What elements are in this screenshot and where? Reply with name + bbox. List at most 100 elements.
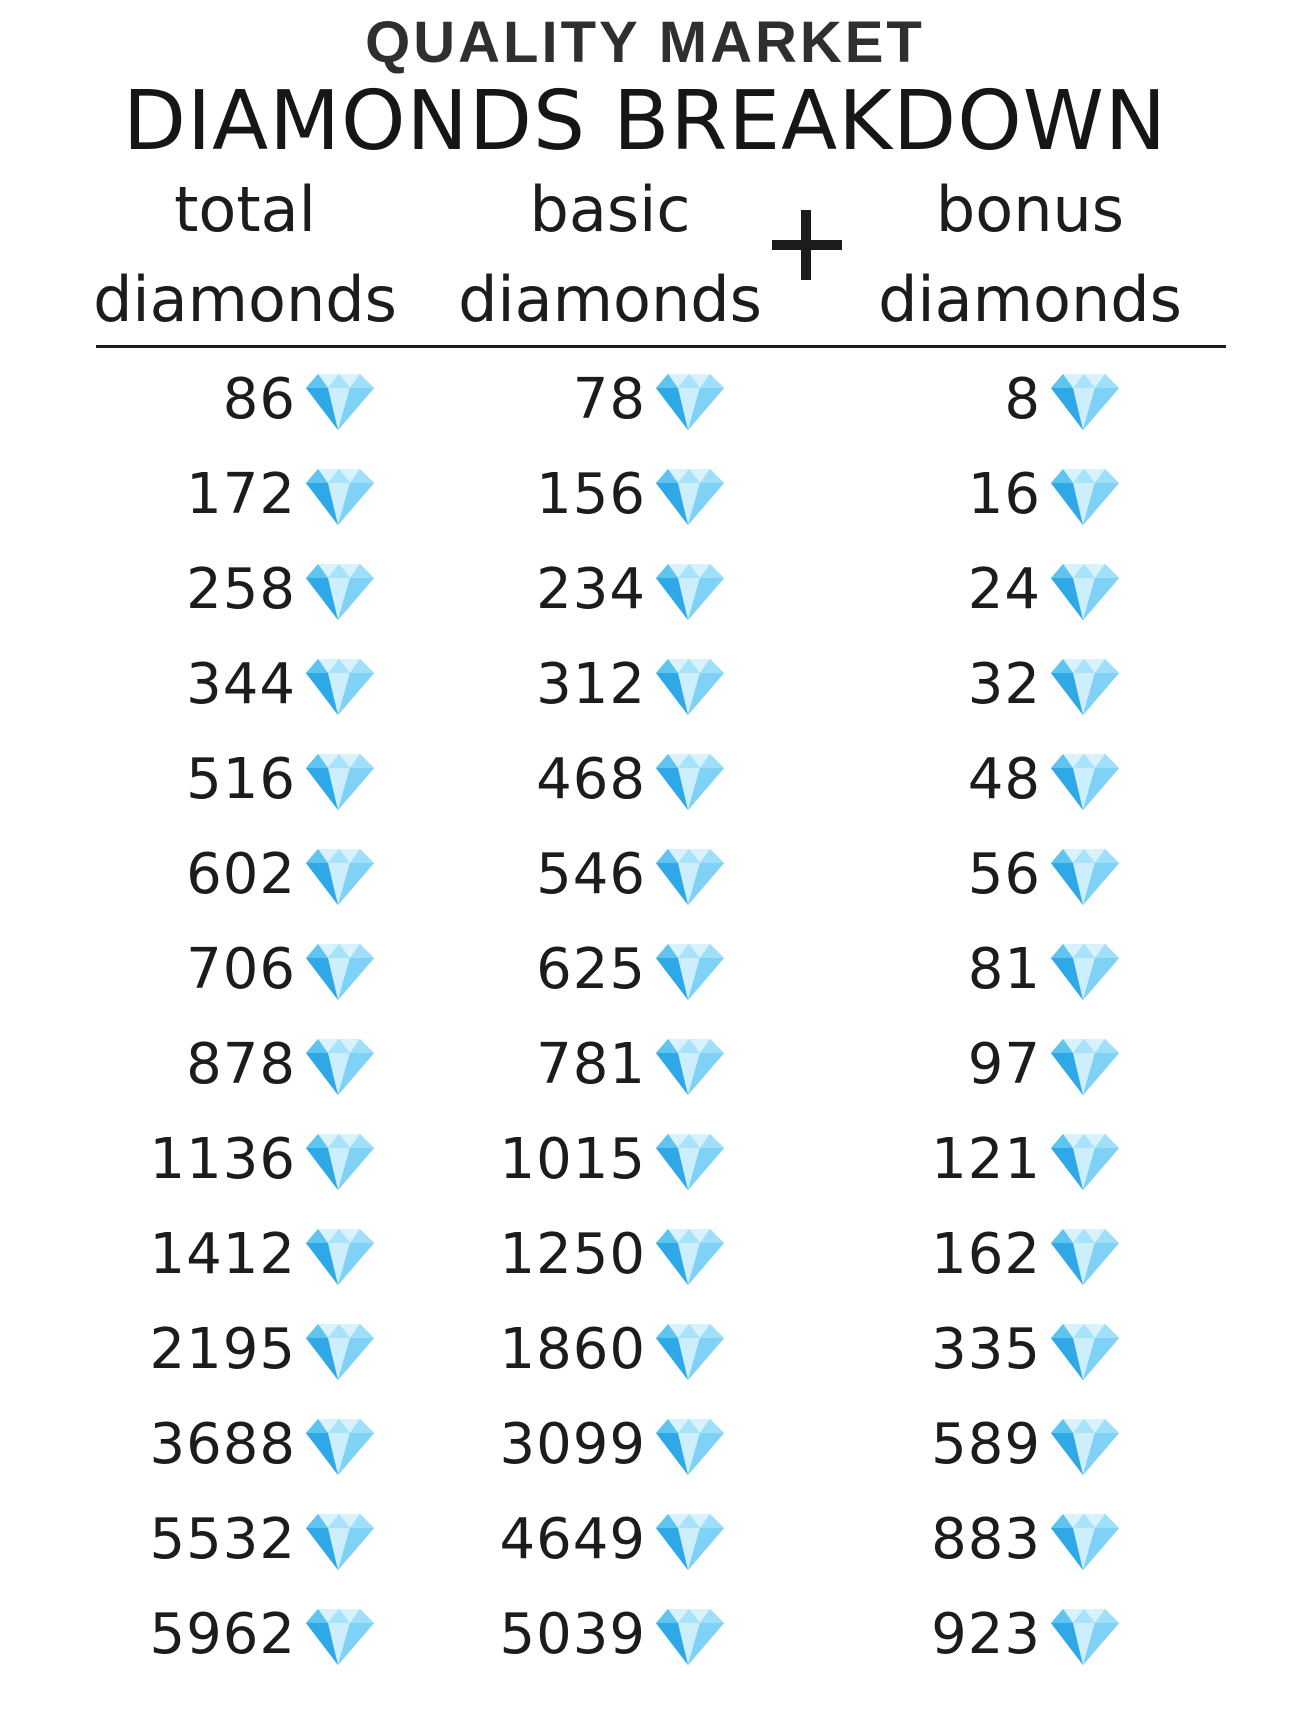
header-bonus-diamonds: bonus diamonds [850,172,1210,338]
table-row: 172 156 16 [0,447,1290,542]
total-value: 516 [186,747,296,812]
total-value: 878 [186,1032,296,1097]
basic-cell: 1015 [499,1112,730,1207]
basic-value: 1250 [499,1222,646,1287]
table-row: 5962 5039 923 [0,1587,1290,1682]
diamond-gem-icon [1051,1608,1119,1665]
total-value: 1412 [149,1222,296,1287]
bonus-cell: 335 [931,1302,1125,1397]
bonus-value: 97 [967,1032,1041,1097]
diamond-gem-icon [656,1513,724,1570]
total-cell: 706 [186,922,380,1017]
total-cell: 5532 [149,1492,380,1587]
bonus-cell: 32 [968,637,1125,732]
diamond-gem-icon [1051,1418,1119,1475]
bonus-value: 589 [931,1412,1041,1477]
diamond-gem-icon [1051,1133,1119,1190]
basic-value: 546 [536,842,646,907]
total-cell: 258 [186,542,380,637]
diamond-gem-icon [306,1418,374,1475]
diamond-gem-icon [306,1323,374,1380]
basic-cell: 234 [536,542,730,637]
diamond-gem-icon [656,373,724,430]
table-row: 1136 1015 121 [0,1112,1290,1207]
total-value: 5532 [149,1507,296,1572]
table-row: 516 468 48 [0,732,1290,827]
header-divider [96,345,1226,348]
basic-value: 4649 [499,1507,646,1572]
basic-cell: 3099 [499,1397,730,1492]
diamond-gem-icon [1051,1323,1119,1380]
diamond-gem-icon [656,1608,724,1665]
total-value: 5962 [149,1602,296,1667]
diamond-gem-icon [656,468,724,525]
diamonds-table: 86 78 8 172 156 16 258 234 24 344 312 32 516 468 48 602… [0,352,1290,1682]
total-cell: 86 [223,352,380,447]
total-cell: 1412 [149,1207,380,1302]
diamond-gem-icon [1051,1513,1119,1570]
diamond-gem-icon [306,468,374,525]
table-row: 602 546 56 [0,827,1290,922]
diamond-gem-icon [1051,1228,1119,1285]
diamond-gem-icon [656,943,724,1000]
bonus-value: 16 [967,462,1041,527]
header-total-diamonds: total diamonds [65,172,425,338]
diamond-gem-icon [656,1418,724,1475]
header-basic-line1: basic [529,173,691,246]
total-value: 172 [186,462,296,527]
basic-value: 1015 [499,1127,646,1192]
basic-cell: 1860 [499,1302,730,1397]
diamond-gem-icon [656,1323,724,1380]
basic-cell: 312 [536,637,730,732]
basic-cell: 546 [536,827,730,922]
diamond-gem-icon [306,753,374,810]
basic-value: 468 [536,747,646,812]
total-cell: 344 [186,637,380,732]
table-row: 2195 1860 335 [0,1302,1290,1397]
diamond-gem-icon [306,563,374,620]
bonus-value: 32 [967,652,1041,717]
basic-cell: 468 [536,732,730,827]
diamond-gem-icon [306,1133,374,1190]
basic-cell: 1250 [499,1207,730,1302]
table-row: 706 625 81 [0,922,1290,1017]
header-total-line2: diamonds [93,263,397,336]
basic-value: 312 [536,652,646,717]
basic-cell: 781 [536,1017,730,1112]
total-cell: 2195 [149,1302,380,1397]
diamond-gem-icon [306,1513,374,1570]
header-bonus-line2: diamonds [878,263,1182,336]
diamond-gem-icon [306,1608,374,1665]
total-cell: 602 [186,827,380,922]
total-value: 3688 [149,1412,296,1477]
bonus-value: 56 [967,842,1041,907]
table-row: 5532 4649 883 [0,1492,1290,1587]
basic-cell: 78 [573,352,730,447]
diamond-gem-icon [1051,848,1119,905]
diamond-gem-icon [1051,468,1119,525]
total-value: 344 [186,652,296,717]
bonus-cell: 162 [931,1207,1125,1302]
basic-value: 78 [572,367,646,432]
basic-value: 5039 [499,1602,646,1667]
basic-value: 781 [536,1032,646,1097]
diamond-gem-icon [1051,943,1119,1000]
total-cell: 1136 [149,1112,380,1207]
total-value: 2195 [149,1317,296,1382]
total-cell: 516 [186,732,380,827]
total-cell: 3688 [149,1397,380,1492]
bonus-value: 24 [967,557,1041,622]
diamond-gem-icon [306,1038,374,1095]
basic-value: 234 [536,557,646,622]
diamond-gem-icon [306,943,374,1000]
table-row: 86 78 8 [0,352,1290,447]
total-value: 1136 [149,1127,296,1192]
diamond-gem-icon [656,658,724,715]
basic-value: 3099 [499,1412,646,1477]
bonus-value: 883 [931,1507,1041,1572]
bonus-value: 923 [931,1602,1041,1667]
brand-title: QUALITY MARKET [365,10,925,75]
diamond-gem-icon [306,1228,374,1285]
header-total-line1: total [174,173,316,246]
total-cell: 5962 [149,1587,380,1682]
